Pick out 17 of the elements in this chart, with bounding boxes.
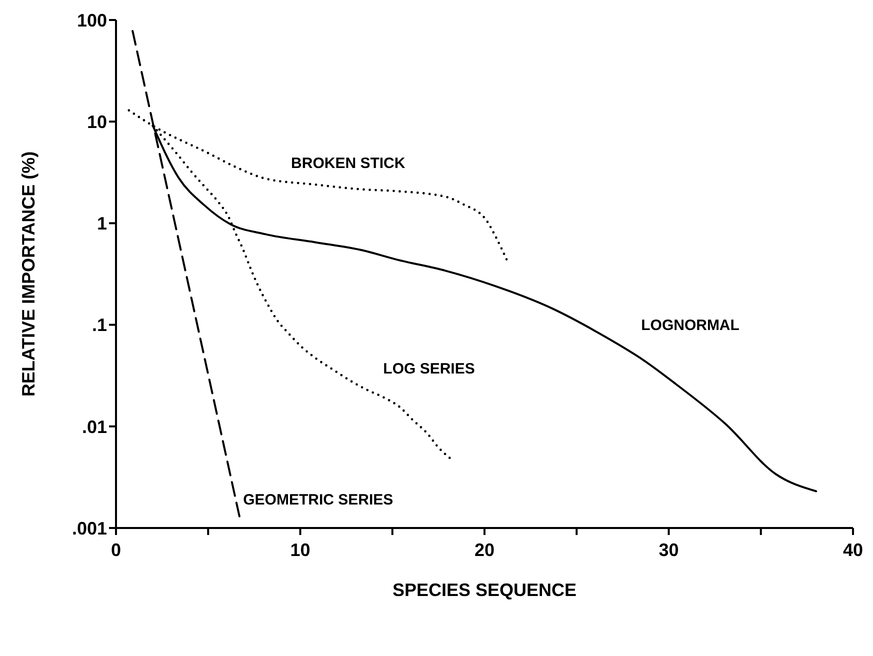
- y-tick-label: .01: [82, 416, 107, 437]
- series-label: BROKEN STICK: [291, 155, 406, 172]
- y-axis-title: RELATIVE IMPORTANCE (%): [18, 151, 38, 397]
- x-axis-title: SPECIES SEQUENCE: [392, 580, 577, 600]
- x-tick-label: 30: [658, 540, 679, 560]
- y-tick-label: 10: [86, 112, 107, 132]
- y-tick-label: .001: [72, 518, 107, 538]
- x-tick-label: 40: [842, 540, 864, 560]
- x-tick-label: 10: [290, 540, 310, 560]
- x-tick-label: 0: [110, 540, 122, 560]
- x-tick-label: 20: [474, 540, 495, 560]
- series-label: LOGNORMAL: [641, 316, 740, 334]
- y-tick-label: .1: [92, 315, 107, 336]
- series-label: LOG SERIES: [383, 360, 475, 378]
- series-label: GEOMETRIC SERIES: [243, 492, 394, 509]
- y-tick-label: 100: [76, 10, 107, 30]
- y-tick-label: 1: [96, 214, 107, 234]
